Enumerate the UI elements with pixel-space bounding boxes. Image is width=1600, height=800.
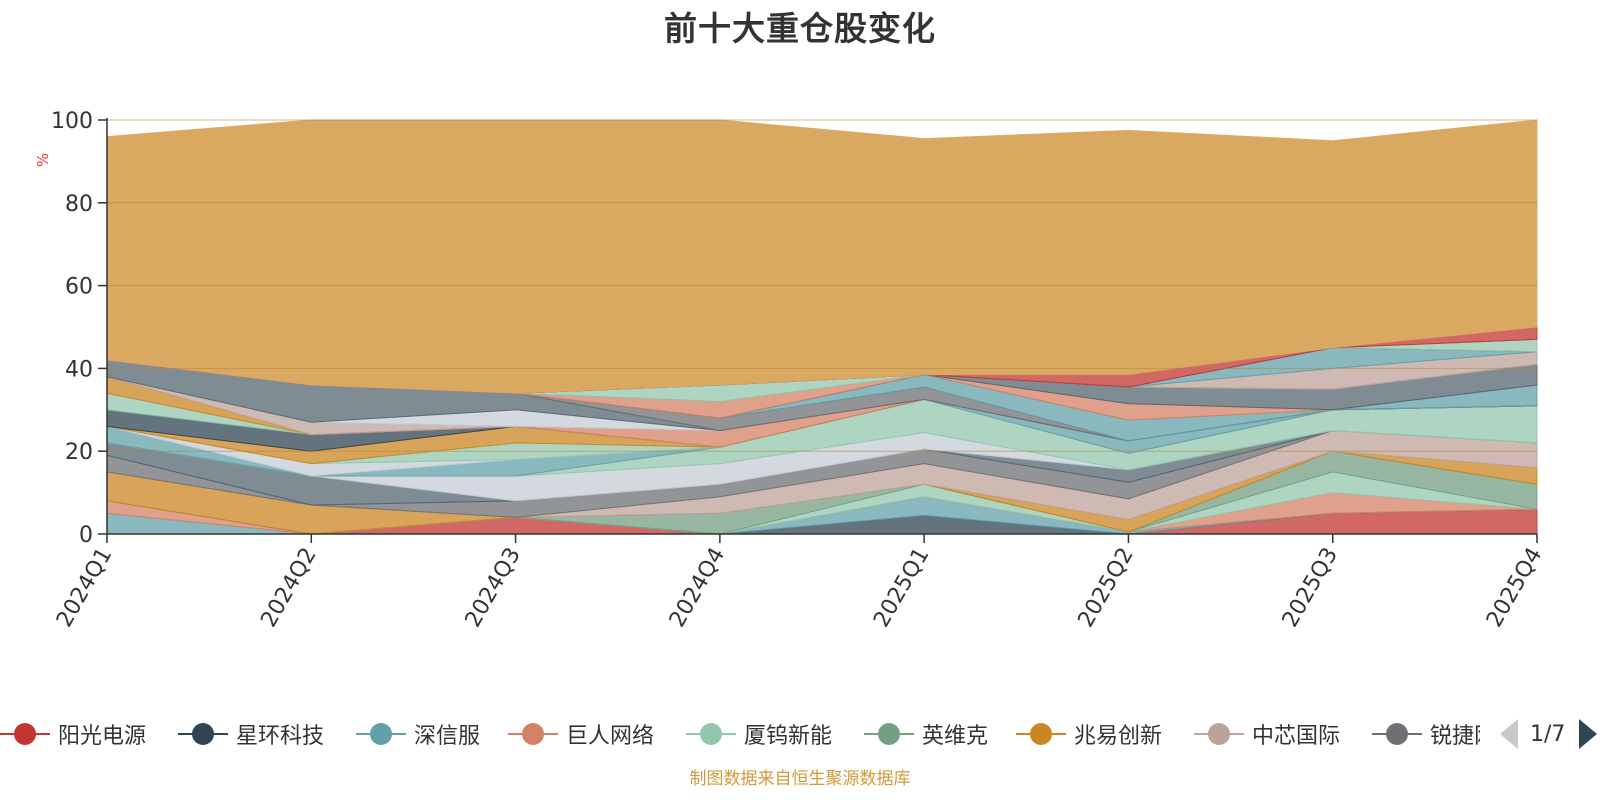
legend-item-巨人网络[interactable]: 巨人网络	[508, 717, 654, 751]
legend-label: 中芯国际	[1252, 724, 1341, 749]
legend-label: 英维克	[922, 724, 989, 749]
legend-next-page-button[interactable]	[1579, 719, 1598, 749]
chart-title: 前十大重仓股变化	[664, 9, 936, 48]
legend-marker-icon	[178, 717, 228, 751]
legend-item-中芯国际[interactable]: 中芯国际	[1194, 717, 1340, 751]
legend-marker-icon	[1016, 717, 1066, 751]
legend-pager: 1/7	[1500, 717, 1598, 751]
y-tick-label-0: 0	[79, 523, 93, 548]
y-tick-label-100: 100	[51, 109, 93, 134]
legend-label: 阳光电源	[58, 724, 147, 749]
legend-item-锐捷网络[interactable]: 锐捷网络	[1372, 717, 1480, 751]
legend-marker-icon	[1194, 717, 1244, 751]
legend-marker-icon	[686, 717, 736, 751]
legend-page-indicator: 1/7	[1530, 721, 1566, 747]
legend-item-英维克[interactable]: 英维克	[864, 717, 988, 751]
y-axis-unit-label: %	[34, 153, 52, 167]
legend-marker-icon	[508, 717, 558, 751]
x-tick-label-2025Q1: 2025Q1	[869, 544, 934, 632]
x-tick-label-2025Q4: 2025Q4	[1482, 544, 1547, 632]
chart-plot: 0 20 40 60 80 100 2024Q1 2024Q2 2024Q3 2024Q4 2025…	[34, 109, 1547, 632]
y-tick-label-60: 60	[65, 275, 93, 300]
legend-item-兆易创新[interactable]: 兆易创新	[1016, 717, 1162, 751]
y-tick-label-40: 40	[65, 357, 93, 382]
legend-item-深信服[interactable]: 深信服	[356, 717, 480, 751]
legend-label: 星环科技	[236, 724, 325, 749]
legend-marker-icon	[1372, 717, 1422, 751]
legend-label: 深信服	[414, 724, 481, 749]
legend: 阳光电源 星环科技 深信服 巨人网络 厦钨新能 英维克 兆易创新 中芯国际 锐捷网络	[0, 717, 1600, 751]
legend-item-厦钨新能[interactable]: 厦钨新能	[686, 717, 832, 751]
data-source-note: 制图数据来自恒生聚源数据库	[689, 769, 911, 789]
legend-marker-icon	[864, 717, 914, 751]
legend-marker-icon	[356, 717, 406, 751]
legend-label: 兆易创新	[1074, 724, 1163, 749]
legend-label: 巨人网络	[566, 724, 655, 749]
y-tick-label-80: 80	[65, 192, 93, 217]
x-tick-label-2024Q1: 2024Q1	[52, 544, 117, 632]
legend-item-阳光电源[interactable]: 阳光电源	[0, 717, 146, 751]
y-tick-label-20: 20	[65, 440, 93, 465]
x-tick-label-2024Q3: 2024Q3	[461, 544, 526, 632]
legend-label: 厦钨新能	[744, 724, 833, 749]
x-tick-label-2025Q3: 2025Q3	[1278, 544, 1343, 632]
legend-marker-icon	[0, 717, 50, 751]
x-tick-label-2024Q4: 2024Q4	[665, 544, 730, 632]
legend-label: 锐捷网络	[1430, 724, 1480, 749]
legend-item-星环科技[interactable]: 星环科技	[178, 717, 324, 751]
legend-items: 阳光电源 星环科技 深信服 巨人网络 厦钨新能 英维克 兆易创新 中芯国际 锐捷网络	[0, 717, 1480, 751]
x-tick-label-2024Q2: 2024Q2	[256, 544, 321, 632]
legend-prev-page-button[interactable]	[1500, 719, 1518, 749]
x-tick-label-2025Q2: 2025Q2	[1074, 544, 1139, 632]
